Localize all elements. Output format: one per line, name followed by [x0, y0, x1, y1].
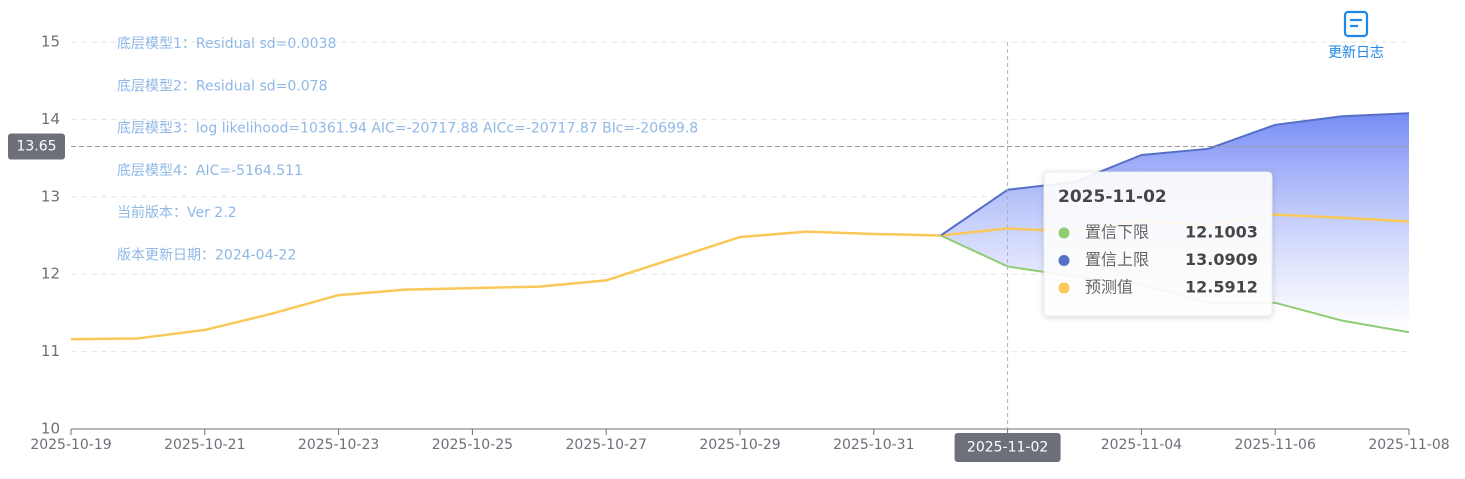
legend-label: 置信下限 — [1085, 223, 1149, 242]
toolbar-label[interactable]: 更新日志 — [1328, 45, 1384, 61]
annotation: 底层模型2：Residual sd=0.078 — [117, 78, 327, 94]
annotation: 底层模型4：AIC=-5164.511 — [117, 163, 303, 179]
y-tick-label: 10 — [41, 420, 60, 438]
x-tick-label: 2025-11-08 — [1368, 437, 1449, 453]
x-tick-label: 2025-10-31 — [833, 437, 914, 453]
annotation: 底层模型3：log likelihood=10361.94 AIC=-20717… — [117, 121, 698, 137]
x-tick-label: 2025-10-19 — [30, 437, 111, 453]
y-tick-label: 11 — [41, 342, 60, 360]
toolbar-button[interactable]: 更新日志 — [1328, 10, 1384, 61]
x-tick-label: 2025-10-23 — [298, 437, 379, 453]
tooltip-box — [1043, 171, 1273, 317]
crosshair-x-box — [954, 433, 1061, 462]
x-tick-label: 2025-10-21 — [164, 437, 245, 453]
legend-dot — [1058, 282, 1070, 294]
legend-dot — [1058, 255, 1070, 266]
legend-label: 置信上限 — [1085, 250, 1149, 269]
crosshair-x-label: 2025-11-02 — [967, 440, 1048, 456]
legend-dot — [1058, 227, 1070, 239]
x-tick-label: 2025-10-29 — [699, 437, 780, 453]
x-tick-label: 2025-11-06 — [1235, 437, 1316, 453]
annotation: 当前版本：Ver 2.2 — [117, 204, 237, 221]
y-tick-label: 15 — [41, 33, 60, 51]
tooltip-value: 12.5912 — [1185, 278, 1258, 297]
tooltip: 2025-11-02 置信下限 12.1003 置信上限 13.0909 预测值 12.59… — [1043, 171, 1273, 317]
tooltip-value: 12.1003 — [1185, 223, 1258, 242]
log-icon[interactable] — [1343, 10, 1369, 38]
x-tick-label: 2025-10-27 — [566, 437, 647, 453]
y-tick-label: 13 — [41, 187, 60, 205]
tooltip-value: 13.0909 — [1185, 250, 1258, 269]
crosshair-y-label: 13.65 — [16, 138, 56, 154]
y-tick-label: 12 — [41, 265, 60, 283]
series-line — [940, 112, 1410, 237]
crosshair-y-box — [8, 133, 65, 160]
tooltip-title: 2025-11-02 — [1058, 187, 1167, 207]
x-tick-label: 2025-11-04 — [1101, 437, 1182, 453]
y-tick-label: 14 — [41, 110, 60, 128]
legend-label: 预测值 — [1085, 278, 1133, 297]
x-tick-label: 2025-10-25 — [432, 437, 513, 453]
annotation: 版本更新日期：2024-04-22 — [117, 248, 296, 264]
annotation: 底层模型1：Residual sd=0.0038 — [117, 36, 336, 52]
